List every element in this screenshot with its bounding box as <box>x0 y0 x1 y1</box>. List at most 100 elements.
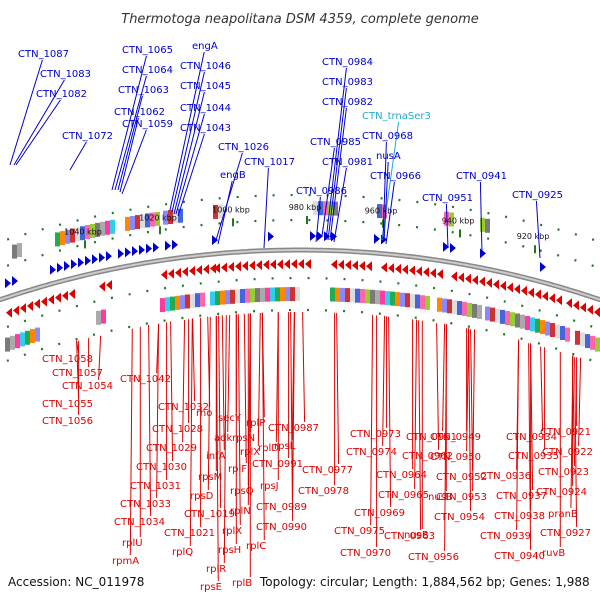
forward-gene-arrow <box>78 257 84 268</box>
reverse-feature-block <box>175 295 180 310</box>
forward-feature-block <box>12 244 17 259</box>
forward-leader-line <box>13 79 65 166</box>
reverse-gene-arrow <box>566 298 572 309</box>
forward-gene-label: CTN_1062 <box>114 107 165 118</box>
reverse-gene-label: CTN_0953 <box>436 492 487 503</box>
reverse-gene-arrow <box>500 280 506 291</box>
reverse-gene-arrow <box>189 265 195 276</box>
reverse-feature-block <box>530 317 535 332</box>
forward-gene-label: CTN_1063 <box>118 85 169 96</box>
forward-gene-label: CTN_0981 <box>322 157 373 168</box>
reverse-gene-label: ruvB <box>542 548 565 559</box>
reverse-gene-arrow <box>277 259 283 270</box>
reverse-gene-label: CTN_0956 <box>408 552 459 563</box>
reverse-feature-block <box>420 295 425 310</box>
reverse-feature-block <box>447 299 452 314</box>
reverse-leader-line <box>388 316 392 508</box>
reverse-gene-arrow <box>345 260 351 271</box>
forward-leader-line <box>385 181 395 245</box>
forward-gene-arrow <box>5 278 11 289</box>
reverse-gene-arrow <box>535 289 541 300</box>
forward-gene-arrow <box>57 262 63 273</box>
forward-gene-label: CTN_1083 <box>40 69 91 80</box>
reverse-gene-label: CTN_1030 <box>136 462 187 473</box>
reverse-feature-block <box>295 287 300 301</box>
forward-gene-arrow <box>132 246 138 257</box>
reverse-gene-label: rplP <box>246 418 265 429</box>
reverse-leader-line <box>218 315 222 509</box>
forward-leader-lines <box>9 51 541 259</box>
reverse-gene-arrow <box>263 259 269 270</box>
reverse-feature-block <box>360 289 365 303</box>
forward-gene-arrow <box>540 262 546 273</box>
reverse-leader-line <box>578 357 582 447</box>
reverse-feature-block <box>345 288 350 303</box>
forward-feature-block <box>168 210 173 224</box>
reverse-leader-line <box>442 323 446 432</box>
forward-leader-line <box>327 87 347 241</box>
forward-feature-block <box>150 212 155 227</box>
forward-feature-block <box>333 201 338 216</box>
reverse-gene-arrow <box>573 300 579 311</box>
reverse-gene-label: rplN <box>230 506 251 517</box>
reverse-gene-arrow <box>381 262 387 273</box>
reverse-feature-block <box>585 334 590 349</box>
reverse-feature-block <box>410 293 415 308</box>
reverse-feature-block <box>525 316 530 330</box>
forward-gene-label: CTN_0984 <box>322 57 373 68</box>
reverse-gene-label: CTN_0963 <box>384 531 435 542</box>
reverse-gene-label: CTN_0977 <box>302 465 353 476</box>
forward-gene-label: CTN_1017 <box>244 157 295 168</box>
reverse-feature-block <box>535 318 540 333</box>
reverse-gene-arrow <box>594 307 600 318</box>
reverse-gene-arrow <box>507 282 513 293</box>
forward-gene-arrow <box>212 235 218 246</box>
reverse-gene-arrow <box>472 275 478 286</box>
reverse-gene-label: pranB <box>548 509 578 520</box>
reverse-feature-block <box>400 292 405 307</box>
reverse-gene-label: CTN_0938 <box>494 511 545 522</box>
reverse-feature-block <box>540 320 545 335</box>
reverse-gene-arrow <box>48 294 54 305</box>
reverse-leader-line <box>302 311 306 423</box>
reverse-feature-block <box>390 291 395 306</box>
forward-leader-line <box>382 141 387 241</box>
reverse-feature-block <box>250 288 255 303</box>
forward-gene-arrow <box>480 248 486 259</box>
reverse-leader-line <box>243 313 247 464</box>
reverse-feature-block <box>215 291 220 306</box>
reverse-leader-line <box>444 324 448 552</box>
reverse-gene-arrow <box>214 263 220 274</box>
reverse-leader-line <box>221 315 225 451</box>
reverse-gene-arrow <box>298 259 304 270</box>
reverse-gene-arrow <box>69 288 75 299</box>
forward-gene-label: CTN_1087 <box>18 49 69 60</box>
feature-tracks <box>0 193 600 365</box>
reverse-feature-block <box>330 287 335 302</box>
reverse-gene-arrow <box>41 296 47 307</box>
reverse-feature-block <box>280 287 285 302</box>
reverse-feature-block <box>395 292 400 307</box>
reverse-feature-block <box>505 311 510 325</box>
forward-leader-line <box>171 71 205 213</box>
reverse-leader-lines <box>76 311 582 582</box>
reverse-gene-label: CTN_0950 <box>430 452 481 463</box>
reverse-feature-block <box>442 298 447 313</box>
reverse-gene-label: rho <box>196 408 212 419</box>
reverse-feature-block <box>350 288 355 303</box>
forward-leader-line <box>217 180 233 245</box>
forward-gene-arrow <box>146 243 152 254</box>
reverse-gene-label: CTN_1058 <box>42 354 93 365</box>
reverse-feature-block <box>472 303 477 318</box>
forward-leader-line <box>329 107 347 241</box>
forward-leader-line <box>121 129 147 195</box>
reverse-leader-line <box>223 315 227 564</box>
forward-feature-block <box>105 220 110 235</box>
forward-feature-block <box>75 227 80 242</box>
forward-feature-block <box>135 215 140 230</box>
reverse-gene-label: infA <box>206 451 226 462</box>
reverse-feature-block <box>555 324 560 339</box>
reverse-gene-arrow <box>196 265 202 276</box>
reverse-gene-label: CTN_1032 <box>158 402 209 413</box>
reverse-feature-block <box>595 337 600 352</box>
